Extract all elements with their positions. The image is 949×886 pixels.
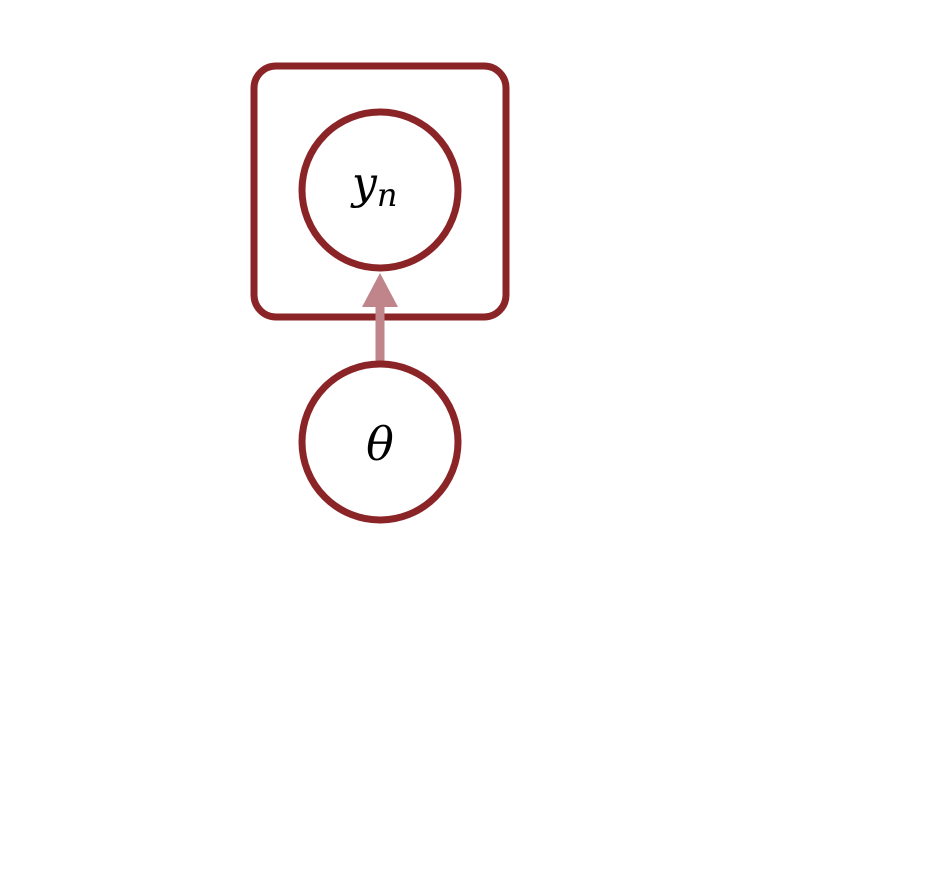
node-y-n-subscript: n — [377, 176, 398, 214]
node-theta-circle — [298, 360, 462, 524]
node-y-n-base: y — [350, 158, 378, 209]
node-y-n-circle — [298, 108, 462, 272]
node-theta: θ — [298, 360, 462, 524]
node-y-n-label: yn — [350, 158, 397, 214]
edge-theta-to-yn — [362, 273, 398, 362]
node-theta-label: θ — [366, 417, 394, 471]
node-y-n: yn — [298, 108, 462, 272]
edge-arrowhead — [362, 273, 398, 307]
